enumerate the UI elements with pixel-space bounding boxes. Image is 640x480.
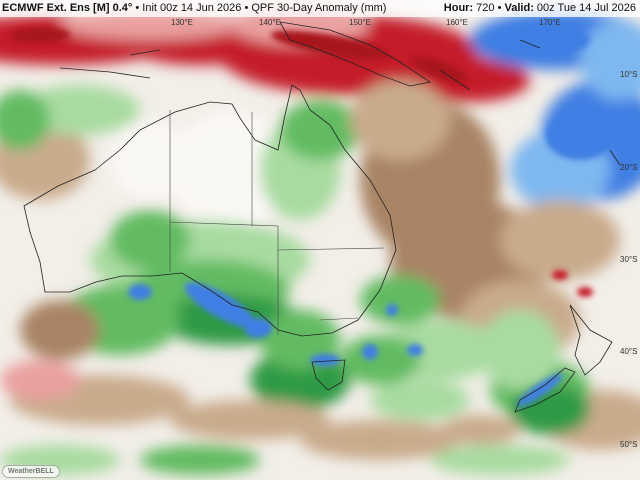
anomaly-blob	[580, 20, 640, 100]
state-borders	[169, 110, 385, 335]
graticule	[179, 17, 359, 22]
nz-south-coast	[514, 367, 576, 413]
anomaly-blob	[350, 80, 450, 160]
lat-label: 30°S	[620, 255, 638, 264]
anomaly-blob	[300, 420, 460, 460]
anomaly-blob	[244, 318, 272, 338]
anomaly-blob	[128, 284, 152, 300]
anomaly-blob	[110, 210, 190, 270]
png-coast	[279, 21, 432, 87]
anomaly-field	[0, 5, 640, 475]
tasmania-coast	[311, 359, 346, 391]
anomaly-blob	[500, 200, 620, 280]
lat-label: 20°S	[620, 163, 638, 172]
model: ECMWF Ext. Ens [M] 0.4°	[2, 2, 133, 14]
anomaly-blob	[270, 30, 390, 60]
lat-label: 10°S	[620, 70, 638, 79]
islands	[59, 39, 621, 166]
anomaly-blob	[490, 25, 590, 55]
nz-north-coast	[569, 304, 613, 376]
anomaly-blob	[140, 445, 260, 475]
lon-label: 150°E	[349, 18, 371, 27]
anomaly-blob	[516, 373, 564, 407]
separator: •	[244, 2, 249, 14]
anomaly-blob	[362, 344, 378, 360]
anomaly-blob	[480, 310, 560, 390]
hour-label: Hour:	[443, 2, 474, 14]
hour: 720	[476, 2, 495, 14]
lon-label: 160°E	[446, 18, 468, 27]
anomaly-blob	[20, 300, 100, 360]
anomaly-blob	[110, 120, 190, 200]
anomaly-blob	[170, 400, 330, 440]
anomaly-blob	[184, 282, 256, 328]
product: QPF 30-Day Anomaly (mm)	[251, 2, 387, 14]
anomaly-blob	[0, 360, 80, 400]
anomaly-blob	[440, 415, 520, 445]
anomaly-blob	[577, 287, 593, 297]
anomaly-blob	[10, 27, 70, 43]
header-bar: ECMWF Ext. Ens [M] 0.4° • Init 00z 14 Ju…	[0, 0, 640, 17]
australia-coast	[23, 84, 397, 337]
separator: •	[497, 2, 502, 14]
anomaly-blob	[552, 270, 568, 280]
border	[169, 110, 385, 335]
anomaly-blob	[545, 110, 615, 160]
lon-label: 170°E	[539, 18, 561, 27]
lat-label: 40°S	[620, 347, 638, 356]
anomaly-blob	[20, 85, 140, 135]
anomaly-cores	[10, 25, 615, 407]
anomaly-blob	[170, 110, 290, 230]
header-left: ECMWF Ext. Ens [M] 0.4° • Init 00z 14 Ju…	[2, 0, 386, 17]
valid-label: Valid:	[504, 2, 534, 14]
watermark: WeatherBELL	[2, 465, 60, 478]
header-right: Hour: 720 • Valid: 00z Tue 14 Jul 2026	[444, 0, 636, 17]
lon-label: 130°E	[171, 18, 193, 27]
anomaly-blob	[0, 90, 50, 150]
lon-label: 140°E	[259, 18, 281, 27]
separator: •	[135, 2, 140, 14]
anomaly-blob	[370, 380, 470, 420]
anomaly-blob	[310, 354, 340, 366]
anomaly-blob	[430, 445, 570, 475]
anomaly-blob	[280, 100, 360, 160]
valid-time: 00z Tue 14 Jul 2026	[536, 2, 636, 14]
anomaly-blob	[360, 275, 440, 325]
anomaly-blob	[60, 10, 240, 40]
coastlines	[23, 21, 621, 413]
lat-label: 50°S	[620, 440, 638, 449]
init-time: Init 00z 14 Jun 2026	[142, 2, 242, 14]
anomaly-blob	[510, 385, 590, 435]
anomaly-blob	[386, 304, 398, 316]
anomaly-blob	[407, 344, 423, 356]
anomaly-blob	[340, 335, 420, 385]
